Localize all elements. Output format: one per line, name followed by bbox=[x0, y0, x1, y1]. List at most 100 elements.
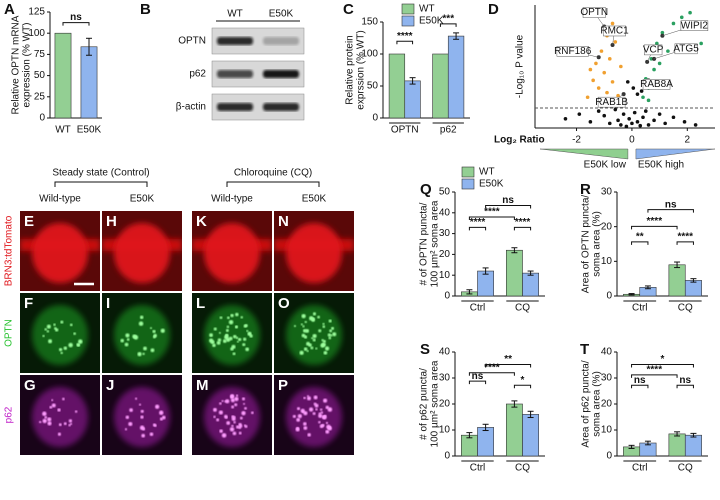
punctum bbox=[42, 418, 47, 424]
punctum bbox=[158, 410, 164, 415]
bar bbox=[684, 280, 702, 297]
significance-bracket bbox=[468, 216, 515, 220]
y-tick-label: 50 bbox=[34, 70, 46, 81]
punctum bbox=[296, 407, 301, 411]
y-tick-label: 30 bbox=[439, 373, 451, 384]
blot-band bbox=[217, 70, 253, 78]
significance-bracket bbox=[631, 374, 678, 378]
punctum bbox=[219, 429, 223, 433]
punctum bbox=[299, 350, 304, 355]
y-axis-label: Area of p62 puncta/ bbox=[581, 360, 592, 448]
punctum bbox=[296, 418, 301, 422]
row-label: p62 bbox=[4, 406, 15, 423]
punctum bbox=[44, 328, 47, 331]
punctum bbox=[317, 315, 320, 319]
x-tick-label: Ctrl bbox=[470, 303, 486, 314]
micrograph: G bbox=[20, 375, 100, 455]
bar bbox=[505, 403, 523, 457]
y-tick-label: 20 bbox=[601, 399, 613, 410]
punctum bbox=[69, 323, 73, 327]
blot-band bbox=[263, 70, 299, 78]
micrograph-content bbox=[114, 305, 170, 365]
punctum bbox=[328, 319, 332, 323]
punctum bbox=[68, 342, 73, 348]
punctum bbox=[60, 320, 64, 324]
error-bar bbox=[527, 270, 534, 276]
punctum bbox=[47, 421, 52, 426]
bar bbox=[684, 434, 702, 457]
punctum bbox=[39, 420, 42, 424]
punctum bbox=[225, 416, 228, 419]
soma bbox=[32, 387, 88, 447]
punctum bbox=[332, 332, 337, 337]
punctum bbox=[234, 396, 239, 402]
punctum bbox=[126, 338, 130, 341]
data-point bbox=[610, 80, 615, 84]
punctum bbox=[243, 337, 247, 341]
punctum bbox=[69, 422, 73, 426]
panel-letter: Q bbox=[420, 181, 432, 198]
error-bar bbox=[466, 432, 473, 439]
punctum bbox=[152, 329, 156, 334]
punctum bbox=[323, 350, 328, 355]
punctum bbox=[228, 320, 234, 325]
punctum bbox=[51, 399, 54, 402]
punctum bbox=[60, 351, 63, 355]
significance-bracket bbox=[631, 363, 694, 368]
error-bar bbox=[482, 267, 489, 275]
blot-band bbox=[217, 37, 253, 45]
legend-swatch bbox=[401, 3, 415, 15]
significance-label: ns bbox=[665, 199, 677, 210]
significance-bracket bbox=[513, 384, 532, 389]
punctum bbox=[322, 414, 327, 420]
y-tick-label: 0 bbox=[606, 291, 612, 302]
data-point bbox=[596, 86, 601, 90]
punctum bbox=[319, 408, 323, 411]
punctum bbox=[217, 338, 222, 342]
punctum bbox=[322, 339, 326, 343]
data-point bbox=[657, 61, 662, 66]
y-axis-label: -Log₁₀ P value bbox=[515, 34, 526, 98]
punctum bbox=[235, 312, 239, 317]
micrograph: N bbox=[274, 211, 354, 291]
error-bar bbox=[527, 410, 534, 419]
data-point bbox=[588, 67, 593, 72]
data-point bbox=[610, 21, 615, 26]
micrograph: L bbox=[192, 293, 272, 373]
punctum bbox=[233, 421, 236, 424]
punctum bbox=[58, 347, 63, 352]
panel-letter: C bbox=[343, 1, 354, 18]
significance-label: **** bbox=[484, 362, 500, 373]
punctum bbox=[242, 343, 246, 347]
punctum bbox=[42, 334, 45, 338]
punctum bbox=[226, 325, 230, 329]
significance-bracket bbox=[468, 226, 487, 231]
micrograph: P bbox=[274, 375, 354, 455]
significance-bracket bbox=[485, 363, 532, 368]
punctum bbox=[124, 342, 129, 347]
significance-label: *** bbox=[442, 14, 454, 25]
micrograph-content bbox=[192, 223, 272, 283]
significance-label: ** bbox=[504, 354, 512, 365]
punctum bbox=[68, 419, 73, 423]
punctum bbox=[47, 417, 52, 422]
data-point bbox=[646, 98, 651, 103]
data-point bbox=[599, 49, 604, 53]
y-tick-label: 50 bbox=[439, 187, 451, 198]
lane-label: E50K bbox=[269, 9, 294, 20]
punctum bbox=[68, 424, 71, 427]
punctum bbox=[306, 349, 309, 353]
micrograph-letter: N bbox=[278, 213, 289, 230]
punctum bbox=[235, 336, 239, 340]
micrograph-content bbox=[114, 387, 170, 447]
significance-label: **** bbox=[470, 217, 486, 228]
data-point bbox=[638, 123, 643, 128]
y-tick-label: 0 bbox=[372, 113, 378, 124]
significance-label: ns bbox=[472, 371, 484, 382]
label-box bbox=[556, 46, 589, 57]
punctum bbox=[48, 339, 53, 344]
micrograph-letter: G bbox=[24, 377, 36, 394]
punctum bbox=[241, 397, 246, 401]
punctum bbox=[318, 329, 322, 333]
punctum bbox=[124, 428, 128, 431]
